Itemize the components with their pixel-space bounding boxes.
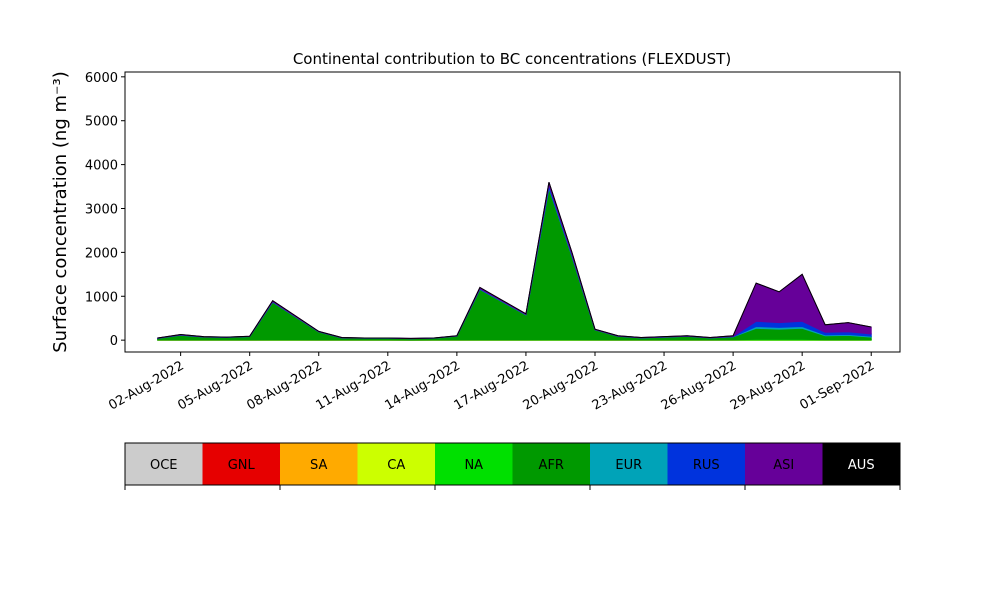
legend-item: SA (280, 443, 358, 485)
legend-item: GNL (202, 443, 280, 485)
y-tick-label: 4000 (85, 159, 118, 174)
x-tick-label: 26-Aug-2022 (659, 358, 739, 413)
legend-item: AUS (822, 443, 900, 485)
x-tick-label: 08-Aug-2022 (244, 358, 324, 413)
legend-swatch (590, 443, 668, 485)
legend-item: OCE (125, 443, 203, 485)
legend-swatch (435, 443, 513, 485)
legend-item: AFR (512, 443, 590, 485)
legend-item: RUS (667, 443, 745, 485)
legend-item: ASI (745, 443, 823, 485)
legend-label: SA (310, 458, 327, 473)
legend-swatch (512, 443, 590, 485)
x-tick-label: 17-Aug-2022 (452, 358, 532, 413)
legend-label: OCE (150, 458, 178, 473)
x-tick-label: 23-Aug-2022 (590, 358, 670, 413)
plot-frame (124, 71, 901, 353)
legend-swatch (822, 443, 900, 485)
legend-item: NA (435, 443, 513, 485)
y-tick-label: 3000 (85, 202, 118, 217)
y-tick-label: 1000 (85, 290, 118, 305)
legend-label: NA (464, 458, 483, 473)
legend-label: RUS (693, 458, 720, 473)
y-tick-label: 5000 (85, 115, 118, 130)
legend-label: EUR (615, 458, 642, 473)
legend-item: EUR (590, 443, 668, 485)
x-tick-label: 11-Aug-2022 (313, 358, 393, 413)
y-axis-label: Surface concentration (ng m⁻³) (50, 71, 71, 353)
legend-label: AFR (539, 458, 564, 473)
legend-swatch (280, 443, 358, 485)
y-tick-label: 2000 (85, 246, 118, 261)
legend-swatch (667, 443, 745, 485)
y-tick-label: 0 (110, 334, 118, 349)
x-tick-label: 01-Sep-2022 (797, 358, 877, 413)
legend-swatch (125, 443, 203, 485)
legend-swatch (357, 443, 435, 485)
chart-title: Continental contribution to BC concentra… (293, 50, 731, 68)
legend-swatch (202, 443, 280, 485)
legend-label: ASI (773, 458, 794, 473)
legend-label: CA (387, 458, 405, 473)
legend-item: CA (357, 443, 435, 485)
x-tick-label: 14-Aug-2022 (383, 358, 463, 413)
legend-swatch (745, 443, 823, 485)
legend-label: GNL (228, 458, 256, 473)
area (157, 182, 872, 339)
x-tick-label: 29-Aug-2022 (728, 358, 808, 413)
x-tick-label: 05-Aug-2022 (175, 358, 255, 413)
x-tick-label: 20-Aug-2022 (521, 358, 601, 413)
y-tick-label: 6000 (85, 71, 118, 86)
legend-frame (124, 442, 901, 486)
x-tick-label: 02-Aug-2022 (106, 358, 186, 413)
legend-label: AUS (848, 458, 875, 473)
